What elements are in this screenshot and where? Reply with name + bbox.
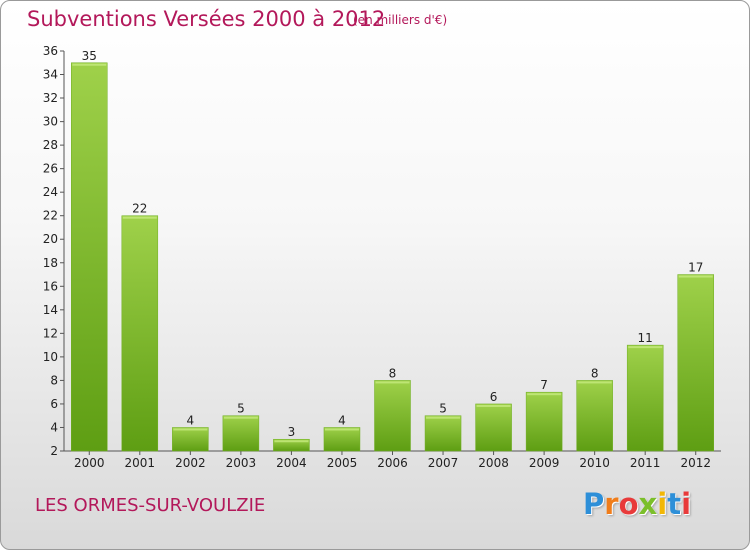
place-name: LES ORMES-SUR-VOULZIE [35,495,266,516]
bar-highlight [375,381,410,384]
bar-highlight [122,216,157,219]
data-label: 5 [439,402,447,416]
bar [222,415,260,452]
data-label: 7 [540,378,548,392]
x-tick-label: 2010 [579,456,610,470]
y-tick-label: 36 [43,44,58,58]
proxiti-logo[interactable]: Proxiti [583,487,691,521]
bar-highlight [527,393,562,396]
data-label: 35 [82,49,97,63]
bar [172,427,209,452]
bar [475,403,512,452]
bar-highlight [223,416,258,419]
bar [71,62,108,452]
y-tick-label: 6 [50,397,58,411]
bar [374,380,411,452]
y-tick-label: 34 [43,68,58,82]
data-label: 4 [187,413,195,427]
x-tick-label: 2012 [680,456,711,470]
data-label: 17 [688,261,703,275]
data-label: 6 [490,390,498,404]
bar-highlight [426,416,461,419]
x-tick-label: 2000 [74,456,105,470]
logo-letter: i [681,487,692,521]
x-tick-label: 2003 [226,456,257,470]
data-label: 4 [338,413,346,427]
x-tick-label: 2009 [529,456,560,470]
y-tick-label: 30 [43,115,58,129]
bar-highlight [628,346,663,349]
bar-highlight [274,440,309,443]
y-tick-label: 12 [43,326,58,340]
x-tick-label: 2007 [428,456,459,470]
y-tick-label: 20 [43,232,58,246]
data-label: 8 [389,366,397,380]
bar-highlight [324,428,359,431]
data-label: 5 [237,402,245,416]
logo-letter: x [638,487,658,521]
logo-letter: t [667,487,682,521]
x-tick-label: 2001 [125,456,156,470]
bar [121,215,159,452]
y-tick-label: 28 [43,138,58,152]
y-tick-label: 10 [43,350,58,364]
bar [323,427,361,452]
bar [576,380,613,452]
y-tick-label: 24 [43,185,58,199]
x-tick-label: 2004 [276,456,307,470]
x-tick-label: 2006 [377,456,408,470]
logo-letter: r [604,487,619,521]
data-label: 8 [591,366,599,380]
bar-highlight [173,428,208,431]
y-tick-label: 4 [50,420,58,434]
data-label: 11 [638,331,653,345]
y-tick-label: 2 [50,444,58,458]
bar [626,344,664,452]
y-tick-label: 22 [43,209,58,223]
bar [525,391,563,452]
x-tick-label: 2008 [478,456,509,470]
bar [677,274,714,452]
x-tick-label: 2002 [175,456,206,470]
bar-highlight [476,404,511,407]
bar-highlight [577,381,612,384]
y-tick-label: 8 [50,373,58,387]
y-tick-label: 32 [43,91,58,105]
chart-unit: (en milliers d'€) [353,13,448,27]
x-tick-label: 2005 [327,456,358,470]
chart-title: Subventions Versées 2000 à 2012 [27,7,386,31]
bar [273,438,310,452]
bar-highlight [72,63,107,66]
y-tick-label: 26 [43,162,58,176]
bar [424,415,462,452]
logo-letter: P [583,487,605,521]
y-tick-label: 16 [43,279,58,293]
data-label: 3 [288,425,296,439]
logo-letter: i [657,487,668,521]
y-tick-label: 18 [43,256,58,270]
x-tick-label: 2011 [630,456,661,470]
y-tick-label: 14 [43,303,58,317]
logo-letter: o [618,487,639,521]
bar-highlight [678,275,713,278]
data-label: 22 [132,202,147,216]
